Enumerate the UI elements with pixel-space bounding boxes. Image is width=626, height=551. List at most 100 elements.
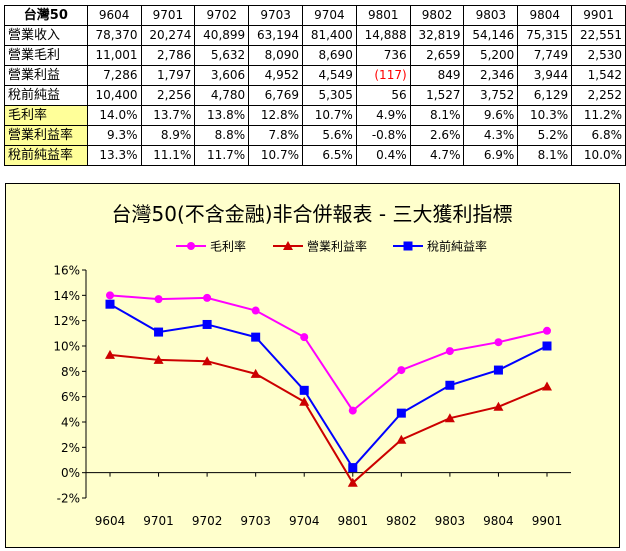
column-header: 9901 [571,5,626,26]
legend-marker [283,241,293,250]
column-header: 9804 [517,5,573,26]
x-tick-label: 9803 [435,514,466,528]
table-cell: 7,749 [517,45,573,66]
data-point [445,347,454,356]
table-cell: 11.2% [571,105,626,126]
table-cell: 3,944 [517,65,573,86]
table-cell: 2,256 [140,85,196,106]
data-point [105,299,115,309]
table-cell: 81,400 [302,25,357,46]
column-header: 9801 [355,5,411,26]
table-cell: 2,346 [463,65,519,86]
table-cell: 1,542 [571,65,626,86]
table-cell: 8.8% [194,125,250,146]
data-point [494,338,503,347]
table-cell: 3,752 [463,85,519,106]
row-label: 營業收入 [4,25,88,46]
legend-label: 營業利益率 [307,239,367,254]
table-cell: 849 [409,65,465,86]
x-tick-label: 9703 [240,514,271,528]
y-tick-label: 10% [53,340,80,354]
table-cell: 11.1% [140,145,196,166]
y-tick-label: 0% [61,466,80,480]
table-cell: 6.9% [463,145,519,166]
table-cell: 8,090 [248,45,303,66]
table-cell: -0.8% [355,125,411,146]
table-cell: 11.7% [194,145,250,166]
table-header-row: 台灣50 9604 9701 9702 9703 9704 9801 9802 9803 9804… [4,5,626,26]
table-cell: 10.3% [517,105,573,126]
row-label: 毛利率 [4,105,88,126]
table-cell: 13.3% [86,145,142,166]
column-header: 9703 [248,5,303,26]
y-tick-label: 14% [53,289,80,303]
table-cell: 8.9% [140,125,196,146]
row-label: 稅前純益率 [4,145,88,166]
table-row: 營業毛利 11,001 2,786 5,632 8,090 8,690 736 2,659 5,… [4,45,626,66]
y-tick-label: -2% [57,492,80,506]
table-cell: 5.6% [302,125,357,146]
table-cell: 32,819 [409,25,465,46]
data-point [106,291,114,300]
legend-marker [187,242,195,250]
series-line [109,294,548,413]
x-tick-label: 9801 [338,514,369,528]
table-cell: 2,252 [571,85,626,106]
y-tick-label: 8% [61,365,80,379]
y-tick-label: 2% [61,441,80,455]
table-cell: 10,400 [86,85,142,106]
table-cell: 10.0% [571,145,626,166]
chart-area: 台灣50(不含金融)非合併報表 - 三大獲利指標毛利率 營業利益率 稅前純益率 -2%… [5,183,620,548]
table-cell: 11,001 [86,45,142,66]
legend-item: 毛利率 [176,239,246,254]
row-label: 營業利益率 [4,125,88,146]
table-cell: 1,797 [140,65,196,86]
table-cell: 3,606 [194,65,250,86]
table-row: 營業利益 7,286 1,797 3,606 4,952 4,549 (117) 849 2,3… [4,65,626,86]
data-point [348,463,358,473]
column-header: 9702 [194,5,250,26]
table-cell: 22,551 [571,25,626,46]
data-point [542,381,552,391]
column-header: 9704 [302,5,357,26]
table-cell: 6,769 [248,85,303,106]
table-cell: 5,200 [463,45,519,66]
y-tick-label: 12% [53,314,80,328]
data-point [397,366,406,375]
y-tick-label: 4% [61,416,80,430]
table-cell: 5,632 [194,45,250,66]
data-point [154,295,163,304]
data-point [542,341,552,351]
table-cell: 2,786 [140,45,196,66]
table-cell: 8.1% [517,145,573,166]
data-point [251,332,261,342]
table-cell: 7,286 [86,65,142,86]
table-corner-label: 台灣50 [4,5,88,26]
table-cell: 4,780 [194,85,250,106]
x-tick-label: 9704 [289,514,320,528]
legend-item: 營業利益率 [273,239,367,254]
table-cell: 40,899 [194,25,250,46]
chart-title: 台灣50(不含金融)非合併報表 - 三大獲利指標 [112,202,513,226]
column-header: 9802 [409,5,465,26]
table-row: 營業利益率 9.3% 8.9% 8.8% 7.8% 5.6% -0.8% 2.6% 4.3% 5.… [4,125,626,146]
column-header: 9604 [86,5,142,26]
x-tick-label: 9804 [483,514,514,528]
series-line [109,303,548,470]
table-cell: 4.3% [463,125,519,146]
table-cell: 9.6% [463,105,519,126]
table-cell: 6.8% [571,125,626,146]
table-cell: 10.7% [302,105,357,126]
y-tick-label: 6% [61,390,80,404]
table-cell: 8,690 [302,45,357,66]
table-cell: 13.8% [194,105,250,126]
column-header: 9701 [140,5,196,26]
table-cell: 4,549 [302,65,357,86]
table-cell: 8.1% [409,105,465,126]
legend-label: 稅前純益率 [427,239,487,254]
data-point [396,408,406,418]
data-point [543,326,551,335]
data-point [445,380,455,390]
legend-item: 稅前純益率 [393,239,487,254]
table-cell: (117) [355,65,411,86]
